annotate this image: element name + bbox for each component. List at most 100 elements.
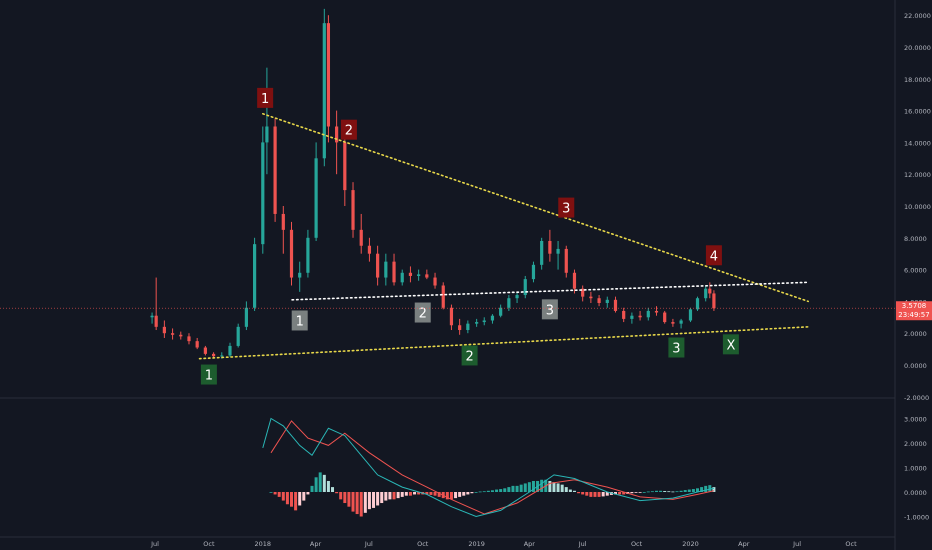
wave-marker-label: X — [726, 338, 735, 353]
histogram-bar — [462, 492, 466, 496]
histogram-bar — [482, 491, 486, 493]
candle — [306, 229, 310, 278]
candle-body — [679, 320, 683, 324]
candle-body — [228, 345, 232, 356]
wave-marker[interactable]: 2 — [414, 302, 431, 323]
candle — [252, 237, 257, 311]
time-tick-label: 2018 — [255, 540, 272, 548]
wave-marker[interactable]: X — [722, 334, 739, 355]
indicator-tick-label: 3.0000 — [904, 416, 927, 424]
time-tick-label: 2019 — [468, 540, 485, 548]
candle-body — [638, 315, 642, 318]
candle-body — [475, 322, 479, 324]
candle-body — [162, 326, 166, 334]
candle — [499, 304, 503, 318]
price-tick-label: 14.0000 — [904, 139, 931, 147]
wave-marker-box — [668, 337, 685, 358]
candle — [150, 312, 154, 324]
wave-marker[interactable]: 1 — [257, 87, 274, 108]
candle — [712, 290, 716, 311]
histogram-bar — [425, 492, 429, 495]
histogram-bar — [589, 492, 593, 497]
candle-body — [211, 353, 216, 357]
trendline-middle-white[interactable] — [291, 281, 810, 301]
time-axis[interactable]: Jul Oct 2018 Apr Jul Oct 2019 Apr Jul Oct 2020 Apr J… — [150, 540, 857, 548]
histogram-bar — [458, 492, 462, 497]
indicator-axis[interactable]: 3.0000 2.0000 1.0000 0.0000 -1.0000 — [904, 416, 929, 522]
histogram-bar — [306, 492, 310, 495]
candle-body — [351, 190, 355, 230]
candle-body — [236, 326, 240, 346]
wave-marker[interactable]: 2 — [340, 119, 357, 140]
candle — [556, 240, 560, 270]
histogram-bar — [359, 492, 363, 517]
histogram-bar — [417, 492, 421, 495]
histogram-bar — [581, 492, 585, 495]
histogram-bar — [519, 484, 523, 492]
histogram-bar — [622, 492, 626, 495]
wave-marker[interactable]: 2 — [461, 345, 478, 366]
histogram-bar — [335, 492, 339, 494]
candle — [441, 282, 445, 310]
histogram-bar — [429, 492, 433, 495]
wave-marker[interactable]: 1 — [291, 310, 308, 331]
histogram-bar — [285, 492, 289, 505]
histogram-bar — [372, 492, 376, 508]
histogram-bar — [495, 489, 499, 492]
histogram-bar — [507, 487, 511, 492]
histogram-bar — [408, 492, 412, 496]
histogram-bar — [515, 485, 519, 492]
histogram-bar — [654, 490, 658, 492]
time-tick-label: Jul — [792, 540, 801, 548]
candle-body — [581, 288, 585, 297]
histogram-bar — [675, 491, 679, 493]
wave-marker[interactable]: 4 — [705, 245, 722, 266]
wave-marker[interactable]: 3 — [558, 197, 575, 218]
candle — [490, 314, 495, 324]
candle-body — [367, 245, 372, 254]
wave-marker-box — [291, 310, 308, 331]
histogram-bar — [659, 490, 663, 492]
histogram-bar — [355, 492, 359, 515]
last-price-tag: 3.5708 23:49:57 — [0, 301, 932, 321]
candle-body — [589, 296, 593, 299]
wave-marker-box — [722, 334, 739, 355]
candle-body — [708, 288, 712, 294]
candle-body — [195, 341, 199, 348]
histogram-bar — [433, 492, 437, 496]
histogram-bar — [380, 492, 384, 504]
macd-line — [262, 417, 715, 518]
wave-marker[interactable]: 3 — [541, 299, 558, 320]
candle — [187, 333, 191, 345]
trendline-upper-descending[interactable] — [261, 112, 810, 303]
trendlines[interactable] — [198, 112, 810, 360]
histogram-bar — [564, 487, 568, 492]
histogram-bar — [298, 492, 302, 506]
candle-body — [597, 298, 601, 303]
price-tick-label: 12.0000 — [904, 171, 931, 179]
candle-body — [261, 142, 265, 245]
time-tick-label: Oct — [203, 540, 215, 548]
candle-body — [252, 244, 257, 308]
wave-markers[interactable]: 1 2 3 4 1 2 3 1 2 3 X — [200, 87, 739, 385]
price-tick-label: 6.0000 — [904, 267, 927, 275]
candle — [351, 182, 355, 238]
candle-body — [556, 248, 560, 254]
time-tick-label: Apr — [524, 540, 536, 548]
time-tick-label: Apr — [310, 540, 322, 548]
histogram-bar — [708, 485, 712, 492]
wave-marker[interactable]: 3 — [668, 337, 685, 358]
histogram-bar — [548, 480, 552, 492]
trendline-lower-ascending[interactable] — [198, 326, 810, 360]
histogram-bar — [572, 490, 576, 492]
candle — [343, 126, 347, 206]
candle-body — [425, 274, 429, 278]
histogram-bar — [367, 492, 371, 510]
candle-body — [499, 307, 503, 316]
time-tick-label: Oct — [845, 540, 857, 548]
histogram-bar — [523, 483, 527, 492]
indicator-tick-label: 1.0000 — [904, 465, 927, 473]
candle — [203, 345, 207, 356]
wave-marker[interactable]: 1 — [200, 364, 217, 385]
